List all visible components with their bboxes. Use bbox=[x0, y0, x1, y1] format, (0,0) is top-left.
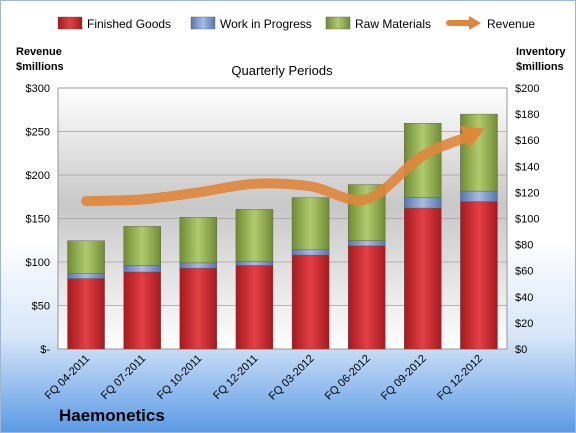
bar-raw-materials bbox=[179, 216, 218, 264]
legend-swatch-work-in-progress bbox=[190, 16, 216, 30]
x-tick-label: FQ 10-2011 bbox=[155, 353, 204, 402]
bar-finished-goods bbox=[460, 201, 498, 350]
right-tick-label: $180 bbox=[515, 109, 539, 121]
bar-raw-materials bbox=[67, 240, 105, 274]
chart-subtitle: Quarterly Periods bbox=[231, 63, 333, 78]
left-axis-title-line2: $millions bbox=[16, 61, 64, 73]
right-tick-label: $120 bbox=[515, 187, 539, 199]
bar-finished-goods bbox=[404, 207, 442, 350]
bar-finished-goods bbox=[347, 245, 386, 350]
left-tick-label: $50 bbox=[32, 301, 50, 313]
right-axis-title-line1: Inventory bbox=[516, 46, 566, 58]
x-tick-label: FQ 12-2012 bbox=[435, 353, 485, 403]
right-axis-title-line2: $millions bbox=[516, 61, 564, 73]
right-tick-label: $40 bbox=[515, 292, 533, 304]
bar-work-in-progress bbox=[235, 261, 274, 266]
x-tick-label: FQ 06-2012 bbox=[323, 353, 373, 403]
bar-raw-materials bbox=[291, 197, 330, 251]
bar-work-in-progress bbox=[460, 190, 498, 202]
revenue-arrowhead bbox=[459, 126, 485, 149]
left-tick-label: $200 bbox=[26, 170, 50, 182]
right-tick-label: $0 bbox=[515, 344, 527, 356]
bar-work-in-progress bbox=[123, 265, 161, 273]
bar-raw-materials bbox=[123, 226, 161, 266]
legend-swatch-raw-materials bbox=[325, 16, 351, 30]
right-tick-label: $100 bbox=[515, 214, 539, 226]
right-tick-label: $20 bbox=[515, 318, 533, 330]
bar-finished-goods bbox=[123, 271, 161, 350]
x-tick-label: FQ 07-2011 bbox=[99, 353, 148, 402]
bar-work-in-progress bbox=[291, 249, 330, 256]
bar-work-in-progress bbox=[404, 197, 442, 209]
right-tick-label: $200 bbox=[515, 83, 539, 95]
x-tick-label: FQ 03-2012 bbox=[267, 353, 317, 403]
revenue-line bbox=[81, 132, 472, 207]
legend-label: Revenue bbox=[487, 17, 535, 31]
legend-swatch-finished-goods bbox=[57, 16, 83, 30]
x-tick-label: FQ 04-2011 bbox=[43, 353, 92, 402]
bar-finished-goods bbox=[235, 265, 274, 350]
bar-finished-goods bbox=[291, 254, 330, 350]
bar-finished-goods bbox=[67, 278, 105, 350]
right-tick-label: $140 bbox=[515, 161, 539, 173]
legend-label: Finished Goods bbox=[87, 17, 171, 31]
right-tick-label: $80 bbox=[515, 240, 533, 252]
bar-work-in-progress bbox=[347, 240, 386, 247]
bar-raw-materials bbox=[235, 209, 274, 262]
bar-work-in-progress bbox=[179, 262, 218, 269]
legend-label: Raw Materials bbox=[355, 17, 431, 31]
left-tick-label: $150 bbox=[26, 214, 50, 226]
left-tick-label: $100 bbox=[26, 257, 50, 269]
right-tick-label: $160 bbox=[515, 135, 539, 147]
legend-arrow-revenue bbox=[469, 16, 481, 30]
bar-raw-materials bbox=[460, 113, 498, 192]
legend: Finished Goods Work in Progress Raw Materi… bbox=[57, 16, 535, 31]
left-tick-label: $300 bbox=[26, 83, 50, 95]
legend-label: Work in Progress bbox=[220, 17, 312, 31]
bar-finished-goods bbox=[179, 267, 218, 350]
right-tick-label: $60 bbox=[515, 266, 533, 278]
bar-work-in-progress bbox=[67, 273, 105, 279]
left-tick-label: $- bbox=[40, 344, 50, 356]
left-tick-label: $250 bbox=[26, 127, 50, 139]
x-tick-label: FQ 12-2011 bbox=[211, 353, 260, 402]
left-axis-title-line1: Revenue bbox=[16, 46, 62, 58]
company-name: Haemonetics bbox=[59, 406, 165, 425]
x-tick-label: FQ 09-2012 bbox=[379, 353, 429, 403]
